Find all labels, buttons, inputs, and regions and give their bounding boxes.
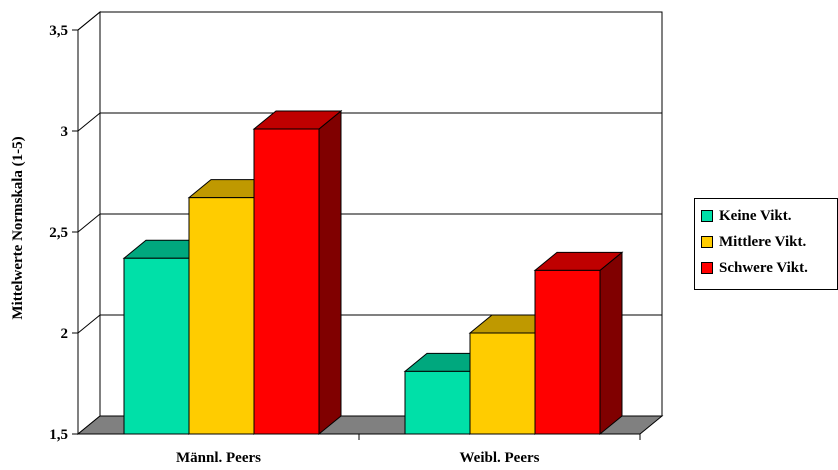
bar xyxy=(404,370,471,435)
legend-label: Mittlere Vikt. xyxy=(719,233,807,250)
gridline-side xyxy=(77,314,101,334)
legend-swatch xyxy=(701,262,713,274)
x-category-label: Männl. Peers xyxy=(176,450,261,466)
y-tick-label: 2 xyxy=(61,326,69,342)
bar xyxy=(123,257,190,435)
y-tick-labels: 1,5 2 2,5 3 3,5 xyxy=(49,23,68,443)
y-tick-label: 1,5 xyxy=(49,427,68,443)
bar xyxy=(253,128,320,435)
legend-item-schwere: Schwere Vikt. xyxy=(701,255,837,281)
bar xyxy=(469,332,536,435)
chart-axes xyxy=(72,29,641,440)
legend: Keine Vikt. Mittlere Vikt. Schwere Vikt. xyxy=(694,198,838,290)
y-tick-label: 3 xyxy=(61,124,69,140)
x-category-label: Weibl. Peers xyxy=(460,450,540,466)
gridline-side xyxy=(77,213,101,233)
gridline-side xyxy=(77,112,101,132)
legend-swatch xyxy=(701,210,713,222)
legend-label: Schwere Vikt. xyxy=(719,259,808,276)
y-axis-label: Mittelwerte Normskala (1-5) xyxy=(10,136,26,319)
chart-bars xyxy=(122,109,624,436)
legend-label: Keine Vikt. xyxy=(719,207,792,224)
y-tick-label: 3,5 xyxy=(49,23,68,39)
y-tick-label: 2,5 xyxy=(49,225,68,241)
bar xyxy=(188,197,255,435)
bar-side xyxy=(318,109,342,436)
legend-swatch xyxy=(701,236,713,248)
legend-item-mittlere: Mittlere Vikt. xyxy=(701,229,837,255)
x-category-labels: Männl. Peers Weibl. Peers xyxy=(176,450,540,466)
bar xyxy=(534,269,601,435)
bar-side xyxy=(599,251,623,436)
legend-item-keine: Keine Vikt. xyxy=(701,203,837,229)
gridline-side xyxy=(77,11,101,31)
